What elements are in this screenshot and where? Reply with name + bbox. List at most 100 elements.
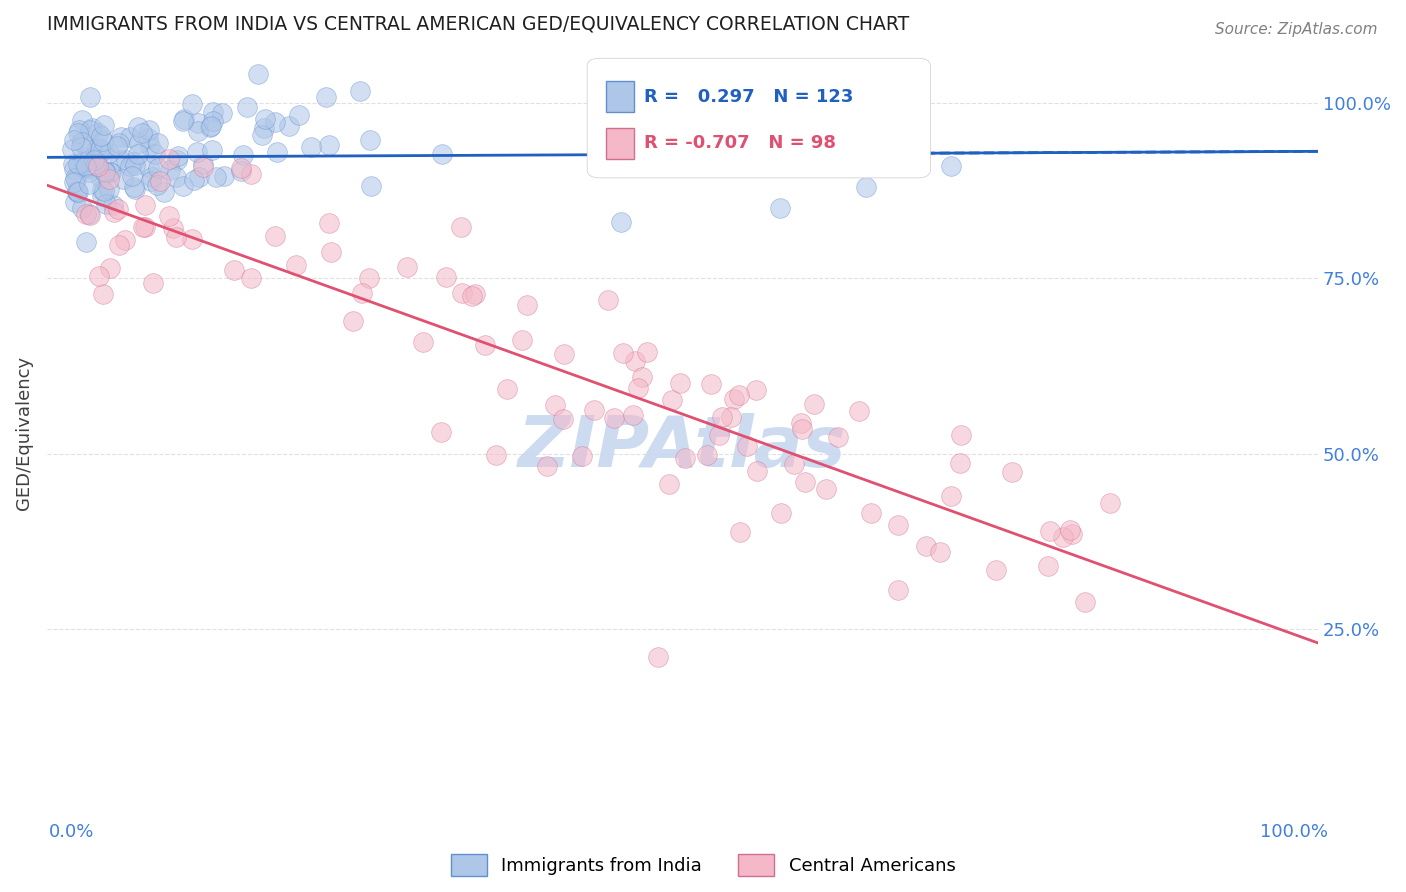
- Point: [183, 173, 205, 187]
- Point: [321, 244, 343, 259]
- Point: [115, 153, 138, 167]
- Point: [89, 142, 111, 156]
- Point: [149, 174, 172, 188]
- Point: [450, 220, 472, 235]
- Point: [100, 164, 122, 178]
- Point: [70, 135, 93, 149]
- Point: [159, 163, 181, 178]
- Point: [198, 120, 221, 135]
- Point: [91, 188, 114, 202]
- Point: [79, 208, 101, 222]
- Point: [69, 160, 91, 174]
- Point: [318, 138, 340, 153]
- Point: [141, 170, 163, 185]
- Point: [669, 376, 692, 390]
- Point: [636, 345, 658, 359]
- Point: [287, 107, 309, 121]
- Point: [395, 260, 418, 274]
- Point: [108, 238, 131, 252]
- Point: [79, 123, 101, 137]
- Point: [124, 158, 146, 172]
- Point: [97, 172, 120, 186]
- Point: [430, 425, 453, 439]
- Point: [100, 165, 122, 179]
- Point: [627, 381, 650, 395]
- Point: [66, 157, 89, 171]
- Point: [98, 182, 121, 196]
- Point: [180, 97, 202, 112]
- Point: [929, 545, 952, 559]
- Point: [536, 458, 558, 473]
- Text: R =   0.297   N = 123: R = 0.297 N = 123: [644, 87, 853, 106]
- Point: [661, 393, 683, 408]
- Point: [510, 333, 533, 347]
- Point: [229, 161, 252, 175]
- Text: R = -0.707   N = 98: R = -0.707 N = 98: [644, 134, 837, 153]
- Point: [266, 145, 288, 160]
- Point: [250, 128, 273, 143]
- Point: [342, 314, 364, 328]
- Point: [744, 384, 766, 398]
- Point: [200, 119, 222, 133]
- Point: [1038, 559, 1060, 574]
- Point: [783, 457, 806, 471]
- Point: [166, 153, 188, 168]
- Point: [121, 169, 143, 183]
- Point: [60, 142, 83, 156]
- Point: [201, 104, 224, 119]
- Point: [79, 90, 101, 104]
- Point: [65, 171, 87, 186]
- Point: [624, 354, 647, 368]
- Point: [77, 161, 100, 175]
- Point: [159, 209, 181, 223]
- Point: [167, 149, 190, 163]
- Point: [65, 173, 87, 187]
- Point: [430, 146, 453, 161]
- Point: [91, 286, 114, 301]
- Text: IMMIGRANTS FROM INDIA VS CENTRAL AMERICAN GED/EQUIVALENCY CORRELATION CHART: IMMIGRANTS FROM INDIA VS CENTRAL AMERICA…: [46, 15, 910, 34]
- Point: [127, 120, 149, 134]
- Point: [63, 162, 86, 177]
- Point: [212, 169, 235, 183]
- Point: [201, 113, 224, 128]
- Point: [1001, 466, 1024, 480]
- Point: [75, 207, 97, 221]
- Point: [723, 392, 745, 406]
- Point: [122, 180, 145, 194]
- Point: [90, 129, 112, 144]
- Point: [80, 120, 103, 135]
- Point: [93, 185, 115, 199]
- Point: [134, 219, 156, 234]
- Point: [254, 112, 277, 127]
- Point: [231, 164, 253, 178]
- Point: [186, 145, 208, 159]
- Point: [357, 271, 380, 285]
- Point: [66, 126, 89, 140]
- Point: [162, 220, 184, 235]
- Point: [211, 106, 233, 120]
- Point: [75, 159, 97, 173]
- Point: [571, 449, 593, 463]
- Point: [114, 233, 136, 247]
- Point: [1038, 524, 1060, 538]
- Point: [108, 153, 131, 168]
- Point: [94, 196, 117, 211]
- Point: [278, 119, 301, 133]
- Point: [621, 409, 644, 423]
- Point: [86, 141, 108, 155]
- Point: [728, 525, 751, 540]
- Point: [108, 136, 131, 150]
- Point: [201, 143, 224, 157]
- Point: [735, 439, 758, 453]
- Text: ZIPAtlas: ZIPAtlas: [519, 414, 846, 483]
- FancyBboxPatch shape: [606, 128, 634, 159]
- Point: [848, 403, 870, 417]
- Point: [63, 133, 86, 147]
- Point: [143, 147, 166, 161]
- Point: [720, 409, 742, 424]
- Point: [66, 184, 89, 198]
- Point: [496, 382, 519, 396]
- Point: [62, 156, 84, 170]
- Point: [134, 198, 156, 212]
- Point: [173, 112, 195, 126]
